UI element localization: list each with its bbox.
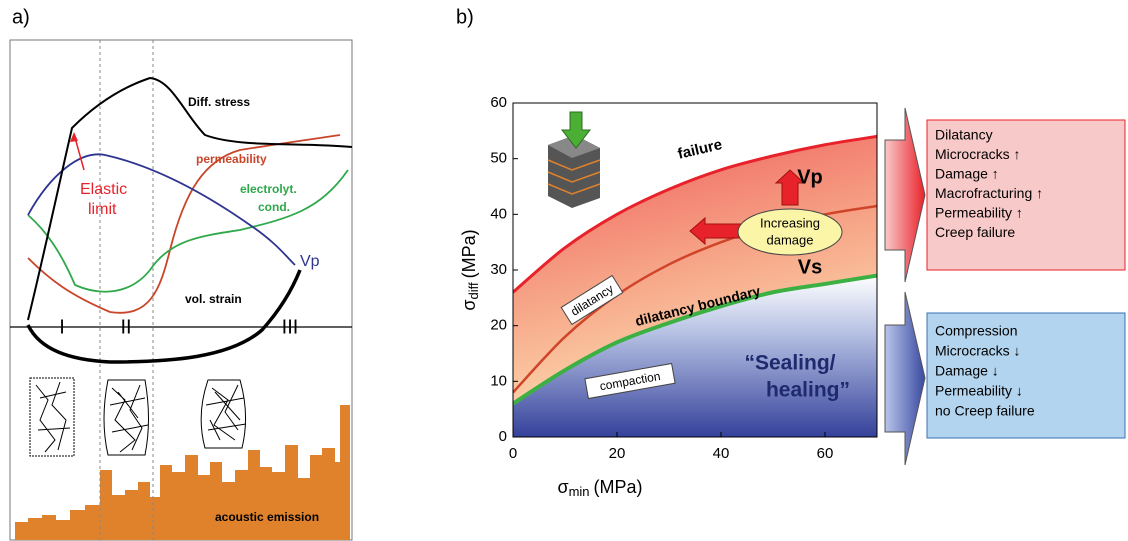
- curve-label: acoustic emission: [215, 510, 319, 524]
- y-axis-label: diff: [466, 282, 481, 299]
- curve-label: cond.: [258, 200, 290, 214]
- panel-frame: [10, 40, 352, 540]
- figure: a) Diff. stress permeability electrolyt.…: [0, 0, 1128, 541]
- y-axis-label: σ: [459, 300, 479, 311]
- box-line: Microcracks ↑: [935, 146, 1021, 162]
- x-tick-label: 20: [609, 445, 626, 462]
- big-arrow: [885, 292, 925, 465]
- curve-label: electrolyt.: [240, 182, 297, 196]
- y-axis-label: (MPa): [459, 229, 479, 278]
- box-line: Compression: [935, 323, 1017, 339]
- box-line: Microcracks ↓: [935, 343, 1021, 359]
- curve-label: Elastic: [80, 181, 127, 198]
- y-tick-label: 50: [490, 150, 507, 167]
- series-label: Vs: [798, 256, 822, 278]
- sample-cube: [548, 112, 600, 208]
- stage-label: III: [282, 316, 299, 338]
- panel-label: a): [12, 6, 30, 28]
- x-tick-label: 40: [713, 445, 730, 462]
- y-tick-label: 0: [499, 428, 507, 445]
- box-line: Damage ↑: [935, 166, 999, 182]
- y-tick-label: 60: [490, 94, 507, 111]
- panel-label: b): [456, 6, 474, 28]
- x-axis-label: σmin (MPa): [557, 477, 642, 500]
- stage-label: I: [59, 316, 65, 338]
- box-line: Creep failure: [935, 224, 1015, 240]
- x-axis-label: min: [569, 484, 590, 499]
- series-label: failure: [676, 136, 724, 163]
- curve-label: Vp: [300, 253, 320, 270]
- x-tick-label: 60: [817, 445, 834, 462]
- vp-curve: [28, 154, 295, 265]
- y-tick-label: 40: [490, 205, 507, 222]
- box-line: Permeability ↑: [935, 205, 1023, 221]
- vol-strain-curve: [28, 270, 300, 362]
- annotation: Increasing: [760, 215, 820, 230]
- box-line: Permeability ↓: [935, 383, 1023, 399]
- stage-label: II: [120, 316, 131, 338]
- y-tick-label: 20: [490, 317, 507, 334]
- y-axis-label: σdiff (MPa): [459, 229, 482, 310]
- annotation: damage: [767, 232, 814, 247]
- x-axis-label: (MPa): [594, 477, 643, 497]
- x-axis-label: σ: [557, 477, 568, 497]
- annotation: “Sealing/: [744, 352, 835, 375]
- box-line: no Creep failure: [935, 403, 1035, 419]
- curve-label: Diff. stress: [188, 95, 250, 109]
- y-tick-label: 30: [490, 261, 507, 278]
- series-label: Vp: [797, 166, 823, 188]
- diff-stress-curve: [28, 78, 352, 320]
- rock-sample: [30, 378, 246, 456]
- annotation: healing”: [766, 379, 850, 402]
- x-tick-label: 0: [509, 445, 517, 462]
- curve-label: limit: [88, 201, 117, 218]
- box-line: Damage ↓: [935, 363, 999, 379]
- box-line: Macrofracturing ↑: [935, 185, 1043, 201]
- big-arrow: [885, 108, 925, 282]
- y-tick-label: 10: [490, 372, 507, 389]
- curve-label: permeability: [196, 152, 267, 166]
- curve-label: vol. strain: [185, 292, 242, 306]
- box-line: Dilatancy: [935, 127, 993, 143]
